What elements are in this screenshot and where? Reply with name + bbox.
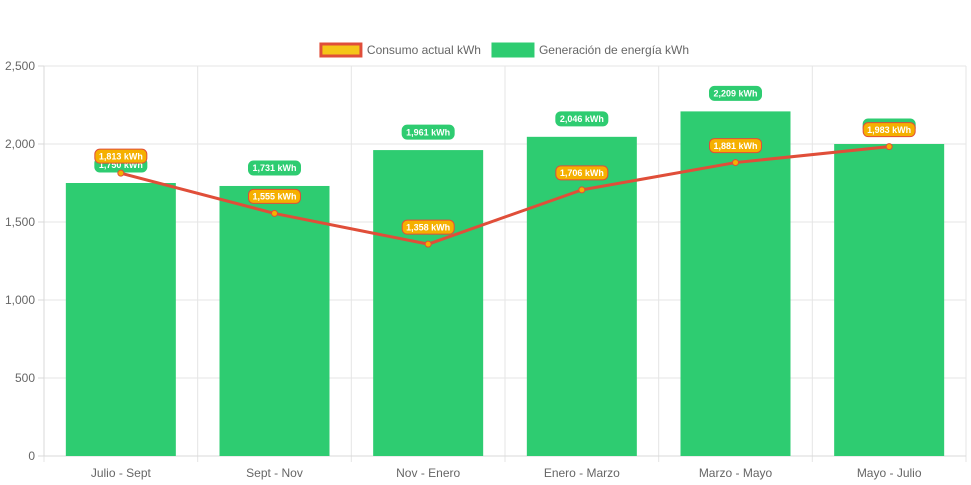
line-point [117, 169, 125, 177]
x-tick-label: Enero - Marzo [544, 466, 620, 480]
bar-data-label: 2,209 kWh [713, 89, 757, 99]
line-data-label-bg [709, 138, 762, 154]
bar-data-label: 1,731 kWh [252, 163, 296, 173]
legend-swatch [319, 42, 363, 58]
grid [43, 65, 967, 462]
bar [65, 183, 176, 456]
x-tick-label: Mayo - Julio [857, 466, 922, 480]
bar [834, 144, 945, 456]
line-data-label-bg [94, 148, 148, 164]
bar-data-label-bg [401, 124, 455, 140]
y-axis: 0 500 1,000 1,500 2,000 2,500 [5, 59, 44, 463]
line-data-label-bg [248, 188, 301, 204]
line-point [885, 143, 893, 151]
line-data-label-bg [401, 219, 455, 235]
y-tick-label: 2,500 [5, 59, 35, 73]
bar [373, 150, 484, 457]
line-data-label: 1,813 kWh [99, 151, 143, 161]
line-point [271, 209, 278, 217]
line-point [424, 240, 432, 248]
bar-data-label: 1,961 kWh [406, 127, 450, 137]
line-series [117, 143, 893, 248]
line-data-label: 1,881 kWh [713, 141, 757, 151]
bar-data-label: 2,046 kWh [560, 114, 604, 124]
bar-data-label-bg [709, 85, 762, 101]
y-tick-label: 500 [15, 371, 35, 385]
x-tick-label: Nov - Enero [396, 466, 460, 480]
y-tick-label: 1,500 [5, 215, 35, 229]
x-tick-label: Marzo - Mayo [699, 466, 773, 480]
line-data-label: 1,983 kWh [867, 125, 911, 135]
bar-data-label-bg [248, 160, 301, 176]
line-data-label: 1,706 kWh [560, 168, 604, 178]
legend-label: Generación de energía kWh [539, 43, 689, 57]
x-tick-label: Sept - Nov [246, 466, 303, 480]
line-data-label: 1,358 kWh [406, 222, 450, 232]
line-data-label: 1,555 kWh [252, 192, 296, 202]
y-tick-label: 0 [28, 449, 35, 463]
bar [219, 185, 330, 457]
bar-series [65, 111, 945, 457]
bar-data-label: 1,750 kWh [99, 160, 143, 170]
line-data-label-bg [862, 122, 916, 138]
x-tick-label: Julio - Sept [91, 466, 152, 480]
bar [526, 136, 637, 456]
legend-swatch [491, 42, 535, 58]
consumption-line [120, 145, 890, 246]
line-point [732, 159, 739, 167]
y-tick-label: 2,000 [5, 137, 35, 151]
line-data-label-bg [555, 165, 609, 181]
line-data-labels: 1,813 kWh 1,555 kWh 1,358 kWh 1,706 kWh 1,88… [94, 122, 916, 235]
line-point [578, 186, 586, 194]
bar-data-label-bg [555, 111, 609, 127]
x-axis: Julio - Sept Sept - Nov Nov - Enero Enero -… [91, 466, 922, 480]
legend: Consumo actual kWh Generación de energía … [319, 42, 689, 58]
y-tick-label: 1,000 [5, 293, 35, 307]
legend-label: Consumo actual kWh [367, 43, 481, 57]
